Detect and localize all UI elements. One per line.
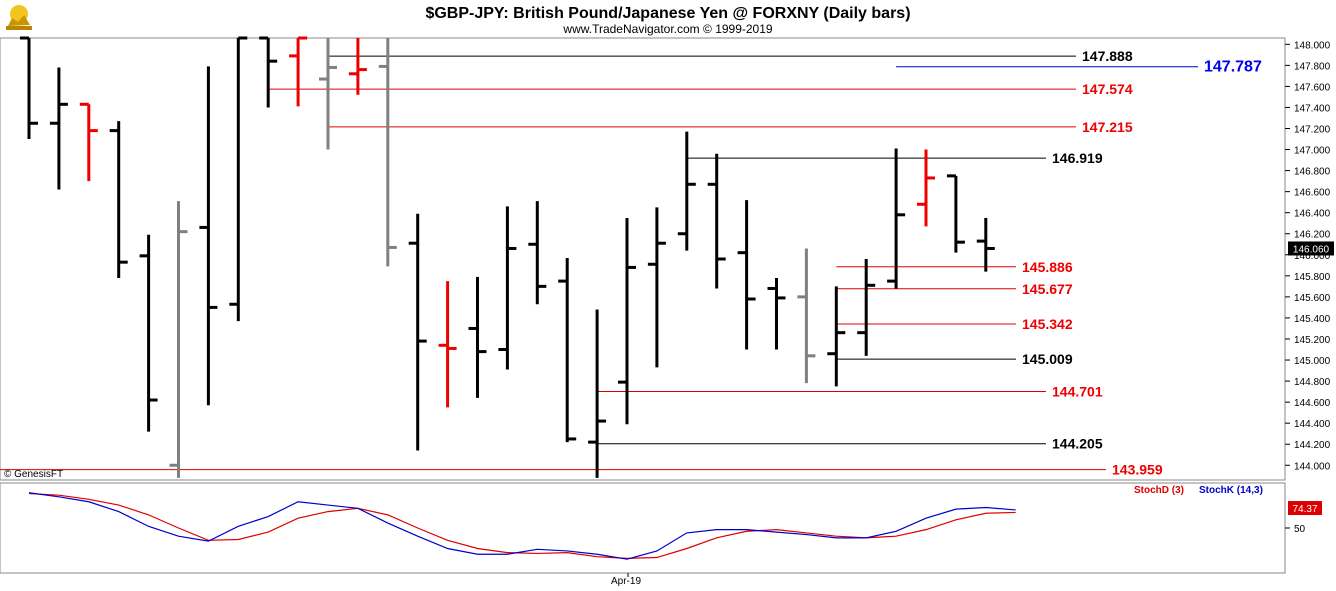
y-tick-label: 146.600: [1294, 188, 1331, 199]
ohlc-bar: [438, 281, 457, 408]
price-bars: [20, 36, 995, 478]
ohlc-bar: [199, 66, 218, 406]
y-tick-label: 146.400: [1294, 209, 1331, 220]
y-tick-label: 147.800: [1294, 61, 1331, 72]
ohlc-bar: [289, 36, 308, 107]
ohlc-bar: [319, 38, 337, 150]
ohlc-bar: [797, 248, 816, 384]
last-price-label: 146.060: [1293, 244, 1330, 255]
chart-title: $GBP-JPY: British Pound/Japanese Yen @ F…: [425, 5, 910, 22]
level-label: 144.701: [1052, 383, 1103, 399]
ohlc-bar: [737, 200, 756, 350]
oscillator-panel-frame: [0, 482, 1286, 574]
level-label: 146.919: [1052, 150, 1103, 166]
level-label: 145.009: [1022, 351, 1073, 367]
stochastic-series-line: [28, 492, 1016, 559]
ohlc-bar: [468, 276, 487, 398]
y-tick-label: 145.000: [1294, 356, 1331, 367]
ohlc-bar: [647, 207, 666, 368]
ohlc-bar: [348, 38, 367, 95]
level-label: 144.205: [1052, 436, 1103, 452]
ohlc-bar: [79, 102, 98, 182]
stochastic-series-line: [28, 492, 1016, 560]
ohlc-bar: [677, 131, 696, 251]
ohlc-bar: [917, 149, 935, 227]
y-tick-label: 147.600: [1294, 82, 1331, 93]
ohlc-bar: [588, 309, 607, 478]
ohlc-bar: [169, 201, 188, 478]
ohlc-bar: [887, 148, 906, 289]
price-panel-frame: [0, 37, 1286, 481]
ohlc-bar: [827, 286, 846, 387]
y-tick-label: 144.800: [1294, 377, 1331, 388]
ohlc-bar: [498, 206, 517, 370]
y-tick-label: 146.000: [1294, 251, 1331, 262]
ohlc-bar: [408, 213, 427, 451]
osc-last-value: 74.37: [1292, 504, 1317, 515]
level-label: 145.886: [1022, 259, 1073, 275]
y-tick-label: 145.800: [1294, 272, 1331, 283]
level-label: 147.574: [1082, 81, 1133, 97]
y-tick-label: 146.200: [1294, 230, 1331, 241]
level-label: 147.215: [1082, 119, 1133, 135]
y-tick-label: 146.800: [1294, 167, 1331, 178]
chart-subtitle: www.TradeNavigator.com © 1999-2019: [562, 22, 772, 36]
ohlc-bar: [20, 36, 38, 140]
level-label: 145.342: [1022, 316, 1073, 332]
ohlc-bar: [378, 38, 397, 267]
y-tick-label: 147.400: [1294, 103, 1331, 114]
osc-tick-label: 50: [1294, 524, 1306, 535]
price-axis: 148.000 147.800 147.600 147.400 147.200 147.0…: [1285, 40, 1334, 472]
ohlc-bar: [558, 257, 577, 443]
copyright-label: © GenesisFT: [4, 469, 63, 480]
y-tick-label: 144.200: [1294, 440, 1331, 451]
ohlc-bar: [259, 36, 278, 108]
ohlc-bar: [109, 121, 128, 278]
level-label: 145.677: [1022, 281, 1073, 297]
stochk-legend: StochK (14,3): [1199, 485, 1263, 496]
y-tick-label: 144.600: [1294, 398, 1331, 409]
y-tick-label: 145.400: [1294, 314, 1331, 325]
y-tick-label: 144.000: [1294, 461, 1331, 472]
ohlc-bar: [976, 217, 995, 272]
stochastic-lines: [28, 492, 1016, 560]
bull-and-bear-logo: [6, 5, 32, 30]
y-tick-label: 147.000: [1294, 146, 1331, 157]
y-tick-label: 145.200: [1294, 335, 1331, 346]
level-label: 143.959: [1112, 462, 1163, 478]
y-tick-label: 147.200: [1294, 125, 1331, 136]
ohlc-bar: [618, 217, 636, 425]
x-tick-label: Apr-19: [611, 576, 641, 587]
stochd-legend: StochD (3): [1134, 485, 1184, 496]
oscillator-axis: 50 74.37: [1285, 501, 1322, 535]
level-lines: 147.888 147.787 147.574 147.215 146.919 145.8…: [0, 48, 1262, 478]
level-label: 147.888: [1082, 48, 1133, 64]
ohlc-bar: [139, 234, 158, 432]
ohlc-bar: [707, 153, 726, 289]
ohlc-bar: [857, 259, 876, 356]
y-tick-label: 148.000: [1294, 40, 1331, 51]
level-label: 147.787: [1204, 59, 1262, 76]
ohlc-bar: [49, 67, 68, 190]
ohlc-bar: [946, 174, 965, 253]
y-tick-label: 145.600: [1294, 293, 1331, 304]
y-tick-label: 144.400: [1294, 419, 1331, 430]
ohlc-bar: [229, 36, 248, 322]
ohlc-bar: [528, 201, 547, 305]
x-axis: Apr-19: [611, 573, 641, 587]
ohlc-bar: [767, 277, 786, 350]
